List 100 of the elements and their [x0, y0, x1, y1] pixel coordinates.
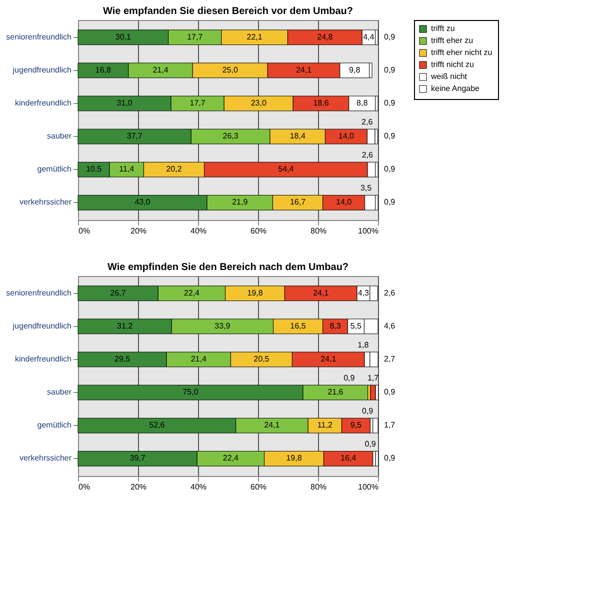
data-label: 24,1 [313, 288, 330, 298]
data-label: 31,0 [116, 98, 133, 108]
data-label: 37,7 [126, 132, 143, 141]
y-tick-label: verkehrssicher [19, 454, 72, 463]
data-label: 24,1 [264, 420, 280, 430]
data-label: 30,1 [115, 32, 132, 42]
chart-title: Wie empfanden Sie diesen Bereich vor dem Umbau? [103, 6, 353, 17]
x-tick-label: 40% [190, 482, 207, 492]
y-tick-label: gemütlich [37, 164, 72, 174]
y-tick-label: kinderfreundlich [15, 98, 72, 108]
data-label: 0,9 [384, 98, 396, 108]
data-label: 10,5 [86, 164, 102, 174]
data-label: 8,3 [330, 321, 342, 330]
data-label: 2,6 [362, 150, 374, 160]
data-label: 0,9 [384, 32, 396, 42]
x-tick-label: 80% [310, 226, 327, 236]
x-tick-label: 80% [310, 482, 327, 492]
data-label: 19,8 [286, 454, 302, 463]
data-label: 20,2 [166, 164, 182, 174]
y-tick-label: jugendfreundlich [12, 65, 72, 74]
legend-label: trifft zu [431, 24, 455, 33]
data-label: 14,0 [338, 132, 355, 141]
data-label: 22,4 [222, 454, 240, 463]
data-label: 26,7 [110, 288, 126, 298]
data-label: 16,7 [290, 198, 306, 207]
data-label: 26,3 [222, 132, 239, 141]
x-tick-label: 40% [190, 226, 207, 236]
x-tick-label: 60% [250, 226, 267, 236]
data-label: 24,1 [320, 354, 337, 364]
y-tick-label: sauber [47, 132, 72, 141]
chart-title: Wie empfinden Sie den Bereich nach dem Umbau? [107, 262, 349, 273]
data-label: 9,8 [349, 65, 361, 74]
data-label: 21,6 [328, 388, 344, 397]
y-tick-label: jugendfreundlich [12, 321, 72, 330]
data-label: 5,5 [350, 321, 362, 330]
data-label: 25,0 [222, 65, 238, 74]
data-label: 0,9 [384, 65, 396, 74]
data-label: 24,8 [317, 32, 334, 42]
data-label: 17,7 [190, 98, 206, 108]
data-label: 0,9 [384, 132, 396, 141]
legend-label: trifft eher nicht zu [431, 48, 492, 57]
x-tick-label: 100% [358, 226, 378, 236]
data-label: 16,4 [340, 454, 357, 463]
data-label: 3,5 [360, 184, 372, 193]
data-label: 2,6 [362, 118, 374, 127]
data-label: 39,7 [130, 454, 146, 463]
data-label: 52,6 [149, 420, 166, 430]
y-tick-label: gemütlich [37, 420, 72, 430]
data-label: 11,2 [317, 420, 333, 430]
data-label: 43,0 [134, 198, 151, 207]
x-tick-label: 20% [130, 226, 147, 236]
legend-label: trifft nicht zu [431, 60, 474, 69]
data-label: 16,5 [290, 321, 306, 330]
data-label: 21,9 [232, 198, 248, 207]
data-label: 18,4 [290, 132, 306, 141]
y-tick-label: seniorenfreundlich [6, 32, 72, 42]
data-label: 18,6 [313, 98, 330, 108]
data-label: 2,7 [384, 354, 396, 364]
data-label: 29,5 [114, 354, 131, 364]
data-label: 24,1 [296, 65, 312, 74]
data-label: 16,8 [95, 65, 112, 74]
data-label: 19,8 [247, 288, 264, 298]
x-tick-label: 60% [250, 482, 267, 492]
data-label: 31,2 [117, 321, 134, 330]
data-label: 21,4 [190, 354, 207, 364]
data-label: 2,6 [384, 288, 396, 298]
data-label: 22,4 [184, 288, 200, 298]
data-label: 11,4 [119, 164, 135, 174]
legend-label: keine Angabe [431, 84, 480, 93]
data-label: 22,1 [246, 32, 263, 42]
data-label: 0,9 [344, 374, 356, 383]
y-tick-label: verkehrssicher [19, 198, 72, 207]
data-label: 0,9 [384, 388, 396, 397]
data-label: 21,4 [152, 65, 169, 74]
data-label: 54,4 [278, 164, 294, 174]
data-label: 17,7 [187, 32, 204, 42]
x-tick-label: 0% [78, 226, 90, 236]
data-label: 20,5 [254, 354, 270, 364]
data-label: 4,3 [358, 288, 370, 298]
data-label: 0,9 [362, 406, 374, 416]
data-label: 33,9 [214, 321, 231, 330]
data-label: 9,5 [350, 420, 362, 430]
data-label: 75,0 [182, 388, 199, 397]
data-label: 1,8 [358, 340, 370, 350]
legend-label: weiß nicht [430, 72, 468, 81]
data-label: 23,0 [250, 98, 267, 108]
data-label: 4,4 [363, 32, 375, 42]
y-tick-label: sauber [47, 388, 72, 397]
data-label: 14,0 [336, 198, 352, 207]
data-label: 0,9 [364, 440, 376, 449]
x-tick-label: 0% [78, 482, 90, 492]
x-tick-label: 20% [130, 482, 147, 492]
data-label: 0,9 [384, 454, 396, 463]
data-label: 4,6 [384, 321, 396, 330]
data-label: 8,8 [356, 98, 368, 108]
y-tick-label: kinderfreundlich [15, 354, 72, 364]
data-label: 1,7 [384, 420, 396, 430]
data-label: 0,9 [384, 164, 396, 174]
y-tick-label: seniorenfreundlich [6, 288, 72, 298]
data-label: 0,9 [384, 198, 396, 207]
